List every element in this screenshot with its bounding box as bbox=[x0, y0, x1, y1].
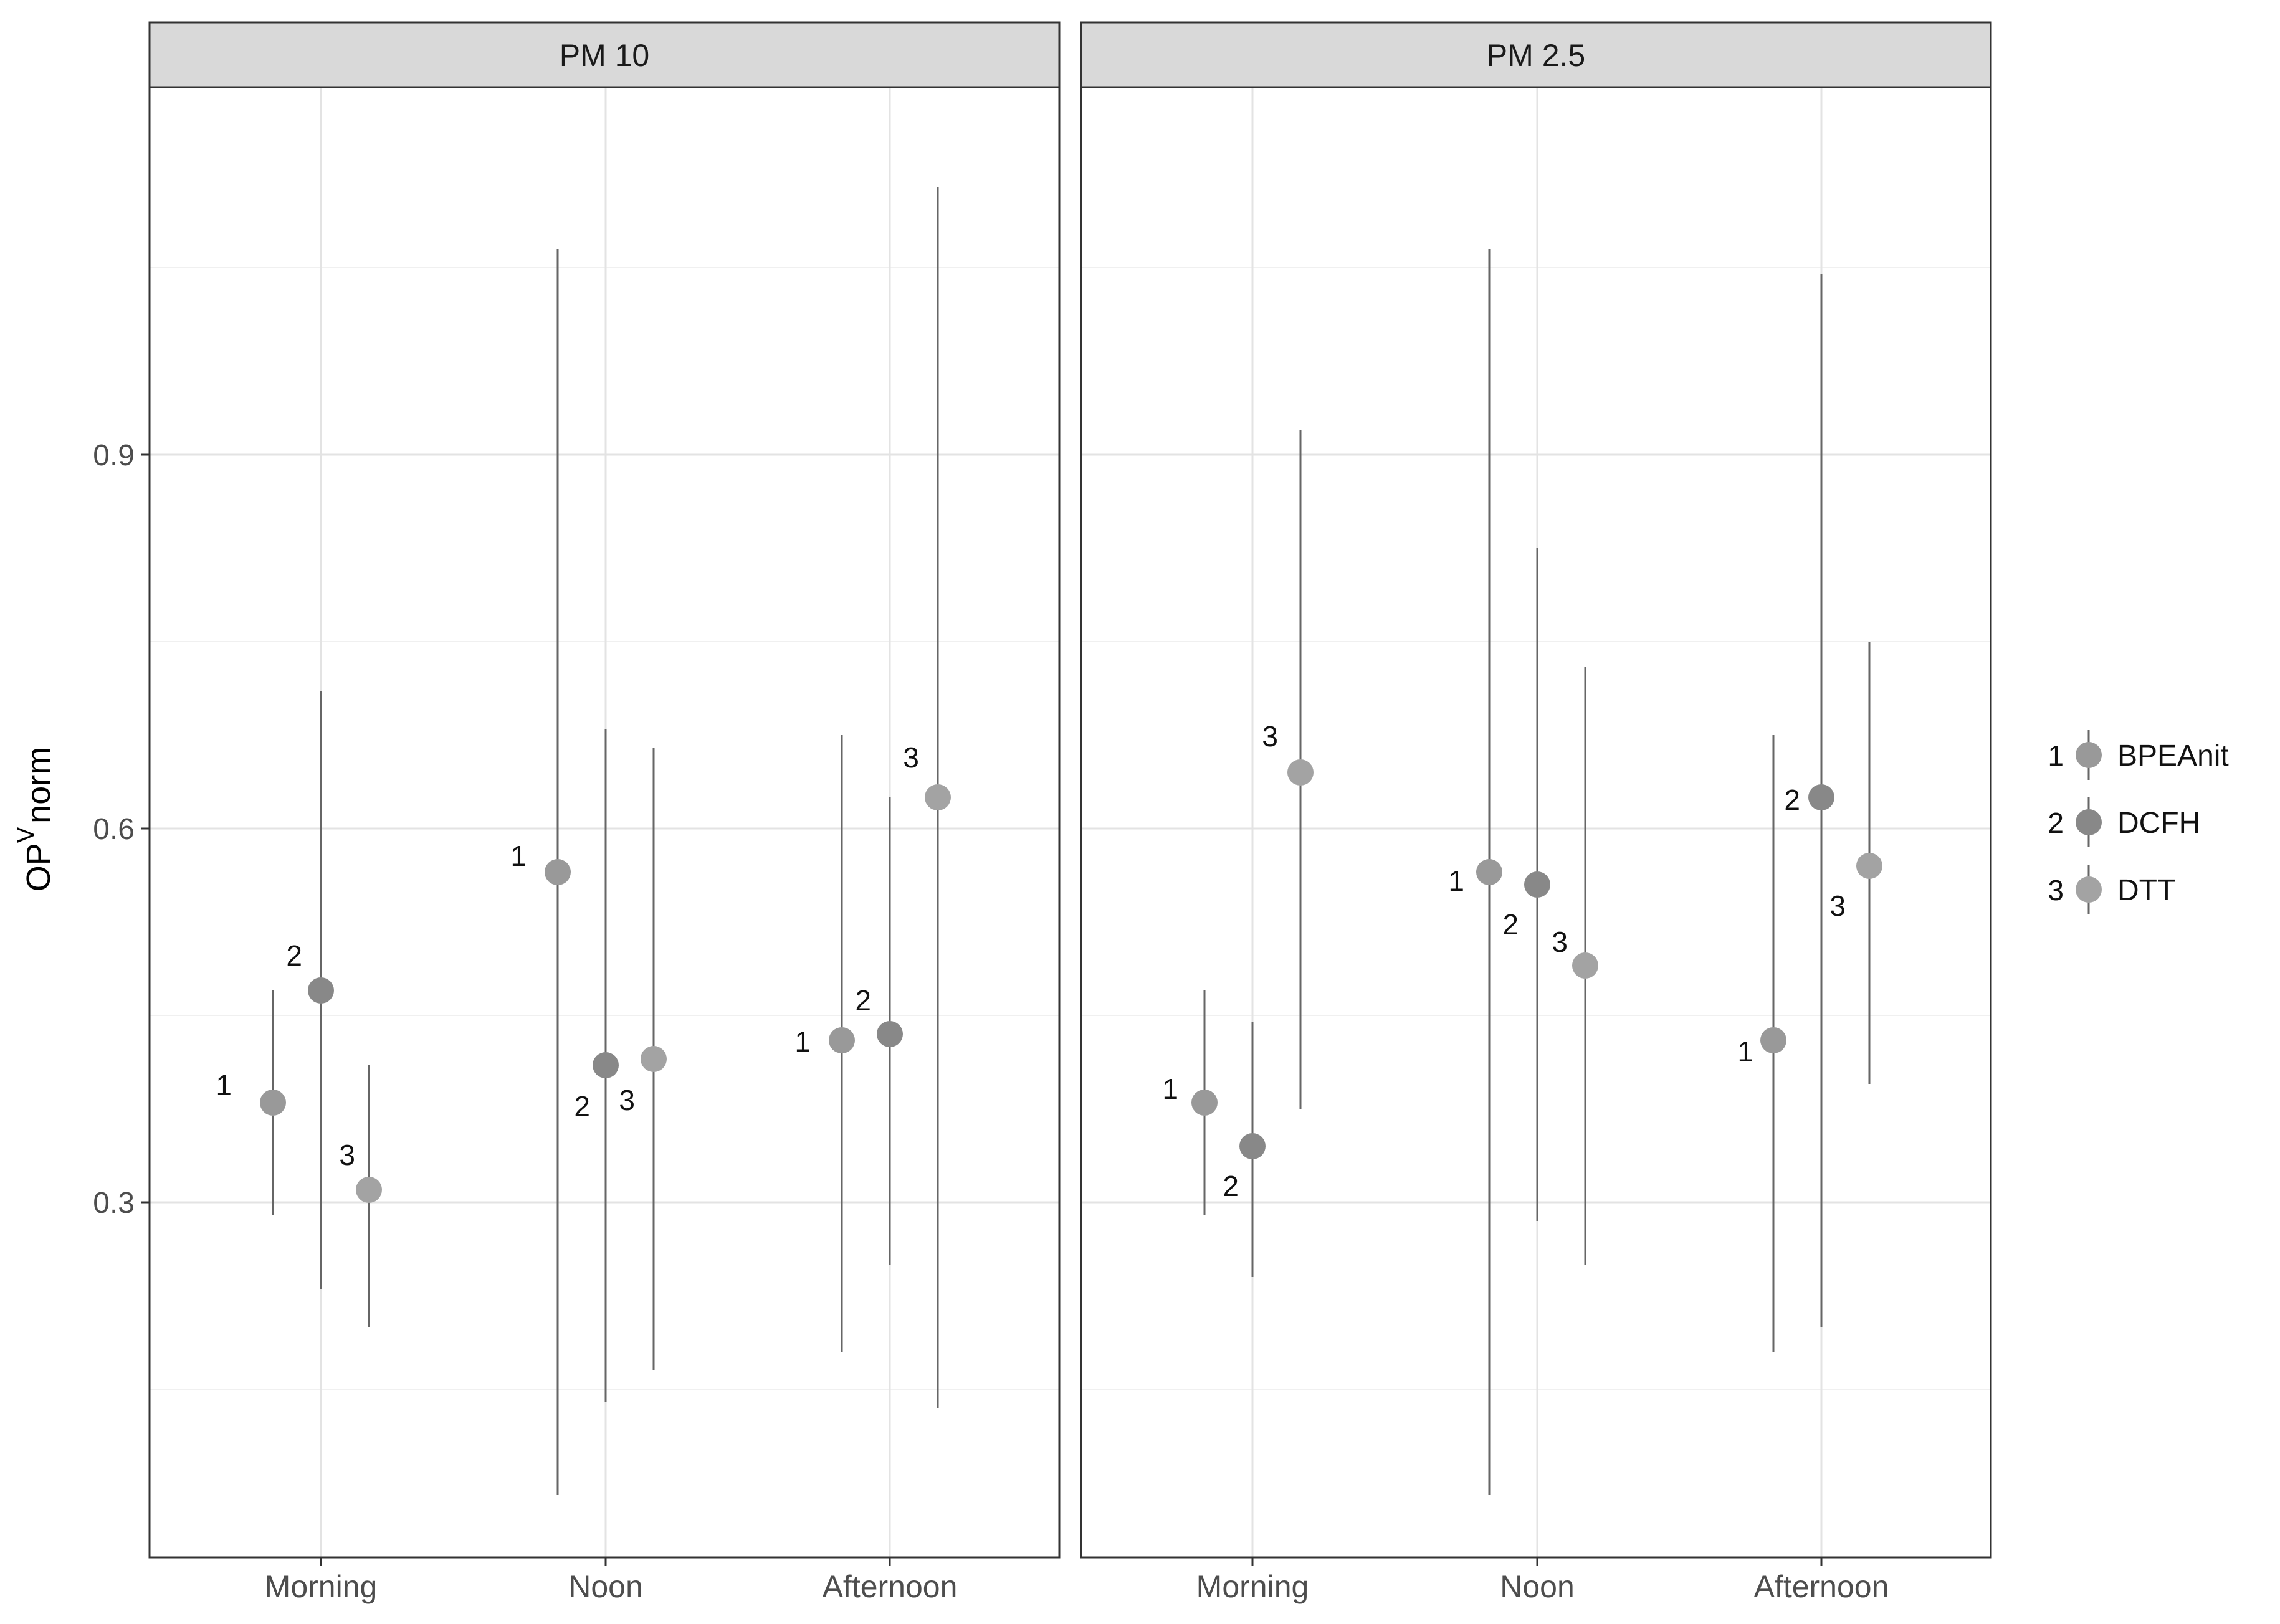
point-label: 2 bbox=[855, 984, 871, 1017]
data-point bbox=[545, 859, 571, 885]
data-point bbox=[641, 1046, 667, 1072]
point-label: 2 bbox=[1223, 1170, 1239, 1202]
y-axis-title-subscript: norm bbox=[20, 747, 57, 824]
y-axis: 0.3 0.6 0.9 bbox=[93, 439, 150, 1220]
data-point bbox=[1760, 1027, 1786, 1053]
point-label: 1 bbox=[1737, 1035, 1753, 1068]
legend-series-name: DTT bbox=[2117, 874, 2175, 907]
point-label: 3 bbox=[339, 1139, 355, 1171]
facet-strip bbox=[148, 21, 1061, 88]
legend-item: 3 DTT bbox=[2048, 865, 2175, 914]
x-tick-label: Noon bbox=[1500, 1569, 1575, 1604]
legend-key-label: 1 bbox=[2048, 739, 2064, 772]
y-tick-label: 0.3 bbox=[93, 1187, 135, 1220]
panel-border bbox=[1080, 86, 1992, 1559]
y-tick-label: 0.9 bbox=[93, 439, 135, 472]
data-point bbox=[877, 1021, 903, 1047]
data-point bbox=[1856, 853, 1882, 879]
panel-background bbox=[1081, 87, 1991, 1557]
panel-border bbox=[148, 86, 1061, 1559]
data-point bbox=[1572, 952, 1598, 979]
data-point bbox=[1191, 1090, 1218, 1116]
data-point bbox=[1524, 871, 1550, 898]
point-label: 1 bbox=[1448, 865, 1464, 897]
data-point bbox=[1808, 784, 1834, 810]
facet-strip bbox=[1080, 21, 1992, 88]
data-point bbox=[260, 1090, 286, 1116]
point-label: 1 bbox=[794, 1025, 811, 1058]
facet-title: PM 2.5 bbox=[1487, 38, 1585, 73]
point-label: 3 bbox=[619, 1084, 635, 1116]
point-label: 3 bbox=[903, 741, 919, 774]
data-point bbox=[1239, 1133, 1266, 1159]
y-axis-title: OPVnorm bbox=[13, 747, 57, 891]
point-label: 1 bbox=[510, 840, 527, 872]
x-tick-label: Afternoon bbox=[1754, 1569, 1889, 1604]
facet-panel: PM 2.5 1 2 3 1 2 3 1 2 3 Morning Noon Afternoon bbox=[1080, 21, 1992, 1604]
legend-key-point bbox=[2076, 809, 2102, 835]
legend-key-label: 3 bbox=[2048, 874, 2064, 906]
legend-key-point bbox=[2076, 876, 2102, 903]
data-point bbox=[829, 1027, 855, 1053]
point-label: 2 bbox=[574, 1090, 590, 1123]
point-label: 1 bbox=[1162, 1073, 1178, 1105]
legend-item: 2 DCFH bbox=[2048, 797, 2200, 847]
point-label: 2 bbox=[1784, 784, 1800, 816]
point-label: 1 bbox=[216, 1069, 232, 1101]
y-axis-title-main: OP bbox=[20, 843, 57, 891]
point-label: 3 bbox=[1829, 890, 1846, 922]
data-point bbox=[1476, 859, 1502, 885]
data-point bbox=[1287, 759, 1314, 786]
x-tick-label: Morning bbox=[1196, 1569, 1309, 1604]
data-point bbox=[925, 784, 951, 810]
data-point bbox=[356, 1177, 382, 1203]
point-label: 2 bbox=[1502, 908, 1519, 941]
panel-background bbox=[150, 87, 1059, 1557]
legend-item: 1 BPEAnit bbox=[2048, 730, 2229, 780]
legend-series-name: BPEAnit bbox=[2117, 739, 2229, 772]
x-tick-label: Noon bbox=[568, 1569, 643, 1604]
facet-title: PM 10 bbox=[560, 38, 650, 73]
point-label: 3 bbox=[1262, 720, 1278, 753]
x-tick-label: Morning bbox=[265, 1569, 378, 1604]
y-tick-label: 0.6 bbox=[93, 813, 135, 846]
point-label: 2 bbox=[286, 939, 302, 972]
legend-series-name: DCFH bbox=[2117, 807, 2200, 840]
legend: 1 BPEAnit 2 DCFH 3 DTT bbox=[2048, 730, 2229, 914]
legend-key-label: 2 bbox=[2048, 807, 2064, 839]
point-label: 3 bbox=[1552, 926, 1568, 958]
data-point bbox=[593, 1052, 619, 1078]
y-axis-title-superscript: V bbox=[13, 827, 39, 843]
x-tick-label: Afternoon bbox=[823, 1569, 958, 1604]
data-point bbox=[308, 977, 334, 1004]
legend-key-point bbox=[2076, 742, 2102, 768]
